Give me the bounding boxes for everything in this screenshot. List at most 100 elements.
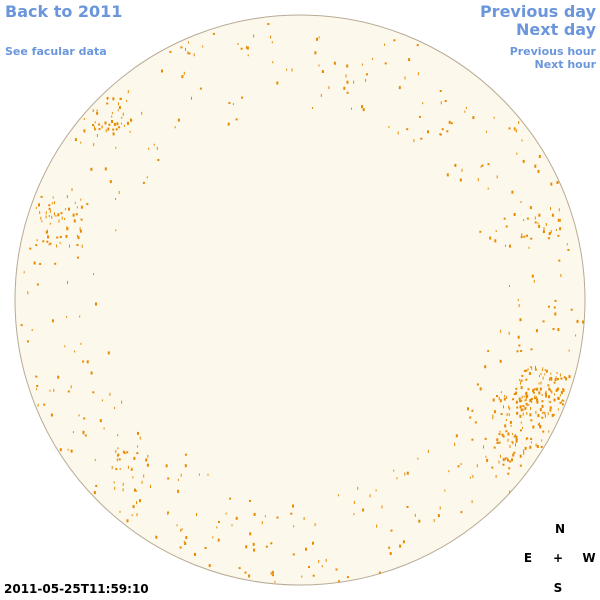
facula xyxy=(518,121,520,124)
facula xyxy=(507,438,509,442)
facula xyxy=(106,97,109,99)
facula xyxy=(77,236,80,240)
facula xyxy=(551,390,553,394)
facula xyxy=(526,403,528,407)
facula xyxy=(156,146,158,150)
facula xyxy=(103,427,105,430)
facula xyxy=(312,574,315,577)
facula xyxy=(563,376,566,379)
previous-day-link[interactable]: Previous day xyxy=(479,2,596,21)
facula xyxy=(267,23,270,25)
facula xyxy=(48,204,51,207)
facula xyxy=(388,546,391,549)
facula xyxy=(509,460,512,463)
next-hour-link[interactable]: Next hour xyxy=(534,58,597,71)
facular-data-link[interactable]: See facular data xyxy=(5,45,107,58)
facula xyxy=(484,437,487,440)
facula xyxy=(76,234,78,237)
facula xyxy=(39,211,41,214)
facula xyxy=(38,203,40,207)
facula xyxy=(48,207,51,210)
facula xyxy=(523,369,526,372)
facula xyxy=(314,51,317,55)
facula xyxy=(537,423,540,426)
facula xyxy=(459,178,462,182)
timestamp: 2011-05-25T11:59:10 xyxy=(4,582,149,596)
facula xyxy=(521,139,523,142)
facula xyxy=(406,505,409,508)
facula xyxy=(471,438,474,441)
facula xyxy=(115,128,118,131)
facula xyxy=(36,385,39,387)
facula xyxy=(493,116,495,119)
facula xyxy=(517,299,519,302)
facula xyxy=(66,227,69,231)
facula xyxy=(544,373,546,376)
facula xyxy=(247,54,249,57)
facula xyxy=(544,414,546,418)
facula xyxy=(520,408,523,412)
facula xyxy=(565,377,568,381)
facula xyxy=(145,458,148,462)
facula xyxy=(130,468,133,471)
facula xyxy=(504,394,506,397)
facula xyxy=(86,360,89,364)
facula xyxy=(49,389,51,392)
facula xyxy=(519,378,521,381)
facula xyxy=(553,398,556,402)
facula xyxy=(180,528,182,532)
facula xyxy=(561,400,563,403)
facula xyxy=(117,109,119,112)
facula xyxy=(346,91,349,94)
facula xyxy=(139,436,141,440)
facula xyxy=(520,381,521,385)
facula xyxy=(511,458,513,462)
facula xyxy=(139,499,141,503)
facula xyxy=(570,308,573,311)
facula xyxy=(80,141,82,144)
facula xyxy=(439,90,442,92)
facula xyxy=(72,213,75,217)
facula xyxy=(276,81,279,85)
facula xyxy=(523,449,525,453)
facula xyxy=(169,50,172,53)
facula xyxy=(539,387,542,391)
facula xyxy=(45,230,48,234)
previous-hour-link[interactable]: Previous hour xyxy=(509,45,596,58)
facula xyxy=(548,400,550,403)
facula xyxy=(187,51,189,55)
facula xyxy=(433,519,435,523)
facula xyxy=(538,382,540,385)
compass-west: W xyxy=(582,551,596,565)
facula xyxy=(393,39,396,42)
facula xyxy=(126,451,129,454)
facula xyxy=(560,274,562,277)
facula xyxy=(508,127,511,130)
facula xyxy=(27,340,29,343)
facula xyxy=(130,118,131,121)
facula xyxy=(508,413,510,417)
facula xyxy=(553,306,556,309)
back-year-link[interactable]: Back to 2011 xyxy=(5,2,123,21)
facula xyxy=(188,41,189,44)
facula xyxy=(167,511,170,514)
facula xyxy=(530,237,533,240)
facula xyxy=(249,499,251,502)
facula xyxy=(512,453,515,457)
facula xyxy=(196,513,197,516)
facula xyxy=(246,45,248,49)
facula xyxy=(540,373,542,376)
facula xyxy=(541,394,543,396)
facula xyxy=(104,121,107,125)
facula xyxy=(36,239,38,242)
facula xyxy=(104,167,107,171)
facula xyxy=(375,489,377,492)
facula xyxy=(499,454,501,458)
facula xyxy=(519,464,522,467)
facula xyxy=(508,405,510,409)
facula xyxy=(525,438,527,441)
facula xyxy=(549,406,552,410)
facula xyxy=(271,570,274,574)
next-day-link[interactable]: Next day xyxy=(516,20,596,39)
facula xyxy=(502,435,505,438)
